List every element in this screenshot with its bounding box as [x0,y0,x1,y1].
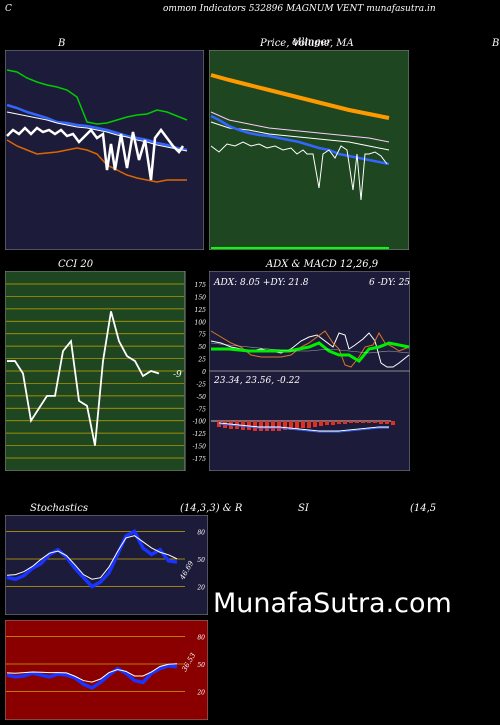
macd-histogram-bar [373,421,377,423]
adx-chart: ADX: 8.05 +DY: 21.8 6 -DY: 25.68 23.34, … [209,271,410,471]
macd-histogram-bar [337,421,341,424]
cci-tick-label: -75 [196,406,206,413]
header-title: ommon Indicators 532896 MAGNUM VENT muna… [163,4,436,14]
rsi-tick-label: 50 [197,662,205,669]
stochastics-tick-label: 50 [197,557,205,564]
macd-histogram-bar [265,421,269,431]
bollinger-lower-band [6,139,187,183]
price-chart [209,50,409,250]
macd-histogram-bar [379,421,383,424]
macd-histogram-bar [259,421,263,431]
cci-tick-label: -50 [196,394,206,401]
bollinger-middle-band [6,103,188,152]
macd-histogram-bar [295,421,299,429]
adx-minus-di [210,330,410,368]
cci-tick-label: 100 [195,319,207,326]
bollinger-upper-band [6,69,188,125]
stoch-title-rsi: SI [298,503,309,514]
bollinger-title: B [58,38,66,49]
macd-histogram-bar [307,421,311,428]
macd-histogram-bar [283,421,287,430]
bollinger-middle-band-white [6,111,188,152]
stochastics-tick-label: 80 [197,529,205,536]
macd-histogram-bar [331,421,335,425]
cci-title: CCI 20 [58,259,94,270]
cci-tick-label: 50 [198,344,206,351]
cci-tick-label: -125 [193,431,207,438]
cci-last-label: -9 [173,370,182,380]
cci-tick-label: 125 [195,307,207,314]
macd-histogram-bar [349,421,353,423]
cci-grid: 175 150 125 100 75 50 25 0 -25 -50 -75 -100 -125 -150… [6,282,206,463]
stoch-title-right: (14,5 [410,503,437,514]
price-close-line [210,141,388,201]
stochastics-grid: 80 50 20 [6,529,205,592]
price-background [209,50,409,250]
rsi-tick-label: 80 [197,634,205,641]
price-ma-short [210,114,390,166]
price-edge-letter: B [492,38,500,49]
macd-histogram-bar [277,421,281,431]
macd-signal-line [218,423,389,433]
rsi-signal-line [6,663,178,683]
cci-tick-label: -25 [196,381,206,388]
bollinger-chart [5,50,204,250]
macd-histogram-bar [355,421,359,423]
cci-tick-label: -100 [193,419,207,426]
cci-tick-label: -150 [193,444,207,451]
macd-histogram-bar [391,421,395,425]
macd-readout: 23.34, 23.56, -0.22 [213,376,300,386]
macd-histogram-bar [319,421,323,426]
cci-tick-label: 0 [202,369,206,376]
rsi-line [6,664,178,690]
adx-readout: ADX: 8.05 +DY: 21.8 [213,278,309,288]
cci-tick-label: 175 [195,282,207,289]
macd-line [218,422,389,432]
rsi-tick-label: 20 [196,690,205,697]
cci-tick-label: -175 [193,456,207,463]
macd-histogram-bar [289,421,293,430]
cci-chart: 175 150 125 100 75 50 25 0 -25 -50 -75 -100 -125 -150… [5,271,206,471]
rsi-grid: 80 50 20 [6,634,205,697]
header-letter: C [5,4,12,14]
price-bb-upper [210,111,390,143]
macd-histogram-bar [253,421,257,431]
stochastics-d-line [6,535,178,580]
adx-aux-line [210,342,410,354]
cci-tick-label: 150 [195,294,207,301]
cci-line [7,311,160,446]
macd-histogram-bar [343,421,347,424]
cci-tick-label: 25 [197,357,206,364]
macd-histogram-bar [361,421,365,423]
macd-histogram-bar [325,421,329,425]
adx-title: ADX & MACD 12,26,9 [266,259,379,270]
stoch-title-left: Stochastics [30,503,88,514]
cci-tick-label: 75 [198,332,206,339]
adx-readout-right: 6 -DY: 25.68 [369,278,410,288]
macd-histogram-bar [313,421,317,427]
price-overlay-title: ollinger [292,37,332,48]
macd-histogram-bar [301,421,305,428]
rsi-background [5,620,208,720]
adx-line [211,341,410,363]
stoch-title-mid: (14,3,3) & R [180,503,243,514]
price-title: Price, Volume, MA [260,38,354,49]
brand-watermark: MunafaSutra.com [213,588,452,619]
price-ma-long [210,73,390,120]
macd-histogram-bar [385,421,389,424]
bollinger-price-line [6,126,185,181]
macd-histogram-bar [271,421,275,431]
macd-histogram-bar [367,421,371,423]
stochastics-k-line [6,529,178,589]
stochastics-tick-label: 20 [196,585,205,592]
